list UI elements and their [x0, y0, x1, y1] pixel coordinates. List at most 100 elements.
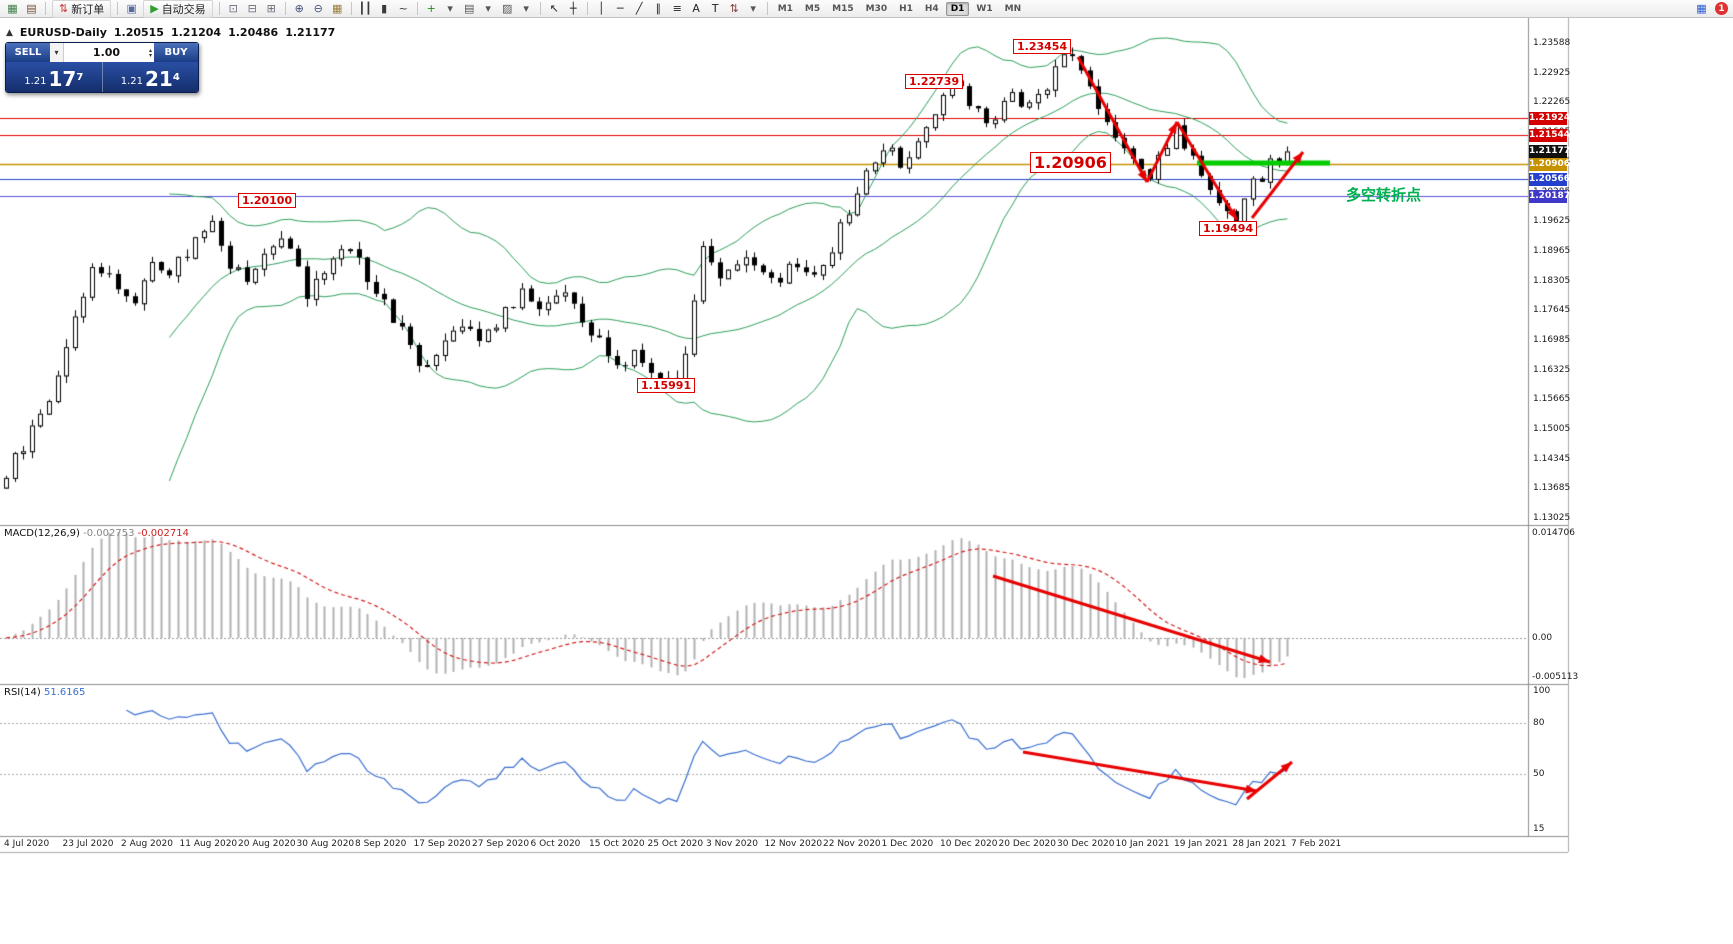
horizontal-line-icon[interactable]: ─	[616, 1, 624, 15]
price-axis-label: 1.17645	[1533, 305, 1571, 316]
new-order-button-label: 新订单	[71, 2, 105, 16]
toolbar-right-group: ▦ 1	[1692, 1, 1730, 17]
price-annotation[interactable]: 1.19494	[1199, 221, 1258, 236]
price-annotation[interactable]: 1.22739	[905, 74, 964, 89]
tile-vertical-icon[interactable]: ⊞	[266, 1, 276, 15]
low-value: 1.20486	[228, 26, 279, 39]
price-axis-label: 1.18965	[1533, 245, 1571, 256]
buy-price-prefix: 1.21	[120, 76, 143, 87]
chart-title: ▲ EURUSD-Daily 1.20515 1.21204 1.20486 1…	[6, 26, 335, 39]
text-label-icon[interactable]: T	[711, 1, 719, 15]
price-axis-label: 1.16325	[1533, 364, 1571, 375]
macd-indicator-label: MACD(12,26,9) -0.002753 -0.002714	[4, 528, 189, 539]
vertical-line-icon[interactable]: │	[597, 1, 605, 15]
timeframe-h4-button[interactable]: H4	[924, 3, 939, 14]
toolbar-separator	[284, 2, 286, 15]
date-axis-label: 8 Sep 2020	[355, 839, 407, 849]
market-watch-icon[interactable]: ▦	[1696, 1, 1707, 15]
indicators-icon[interactable]: +	[426, 1, 436, 15]
one-click-panel-toggle-icon[interactable]: ▲	[6, 27, 13, 38]
new-order-button[interactable]: ⇅ 新订单	[52, 0, 112, 18]
arrows-caret-icon[interactable]: ▾	[750, 1, 756, 15]
arrows-icon[interactable]: ⇅	[729, 1, 739, 15]
sell-price-sup: 7	[76, 72, 84, 83]
rsi-axis-label: 50	[1533, 768, 1545, 779]
price-marker-1.20906: 1.20906	[1529, 157, 1570, 171]
auto-trading-button[interactable]: ▶ 自动交易	[143, 0, 213, 18]
price-annotation[interactable]: 1.20906	[1030, 152, 1111, 173]
macd-signal-value: -0.002714	[137, 528, 189, 539]
date-axis-label: 12 Nov 2020	[764, 839, 823, 849]
price-annotation[interactable]: 1.23454	[1013, 39, 1072, 54]
timeframe-mn-button[interactable]: MN	[1004, 3, 1022, 14]
price-axis-label: 1.22265	[1533, 97, 1571, 108]
expert-advisors-icon[interactable]: ▣	[126, 1, 137, 15]
turning-point-note[interactable]: 多空转折点	[1346, 186, 1422, 204]
equidistant-channel-icon[interactable]: ∥	[655, 1, 661, 15]
price-axis-label: 1.13025	[1533, 513, 1571, 523]
high-value: 1.21204	[170, 26, 222, 39]
volume-spinner[interactable]: ▴ ▾	[148, 46, 154, 59]
price-axis-label: 1.16985	[1533, 334, 1571, 345]
price-chart-canvas[interactable]	[0, 18, 1733, 944]
buy-price-display[interactable]: 1.21 21 4	[103, 62, 199, 92]
new-chart-icon[interactable]: ▦	[7, 1, 18, 15]
templates-caret-icon[interactable]: ▾	[523, 1, 529, 15]
timeframe-w1-button[interactable]: W1	[976, 3, 993, 14]
crosshair-icon[interactable]: ┼	[569, 1, 577, 15]
timeframe-m15-button[interactable]: M15	[832, 3, 854, 14]
buy-button[interactable]: BUY	[154, 43, 198, 62]
cursor-icon[interactable]: ↖	[549, 1, 559, 15]
periods-caret-icon[interactable]: ▾	[485, 1, 491, 15]
date-axis-label: 7 Feb 2021	[1291, 839, 1342, 849]
chart-profiles-icon[interactable]: ▤	[26, 1, 37, 15]
volume-input[interactable]	[64, 45, 149, 60]
price-axis-label: 1.19625	[1533, 216, 1571, 227]
date-axis-label: 27 Sep 2020	[472, 839, 530, 849]
tile-horizontal-icon[interactable]: ⊟	[247, 1, 257, 15]
toolbar-separator	[218, 2, 220, 15]
line-chart-icon[interactable]: ~	[398, 1, 408, 15]
timeframe-d1-button[interactable]: D1	[945, 1, 970, 16]
trade-panel-controls: SELL ▾ ▴ ▾ BUY	[6, 43, 198, 62]
date-axis-label: 28 Jan 2021	[1232, 839, 1287, 849]
date-axis-label: 1 Dec 2020	[881, 839, 934, 849]
price-annotation[interactable]: 1.20100	[238, 193, 297, 208]
cascade-windows-icon[interactable]: ⊡	[228, 1, 238, 15]
toolbar-separator	[45, 2, 46, 15]
candlestick-chart-icon[interactable]: ▮	[381, 1, 388, 15]
price-marker-1.21924: 1.21924	[1529, 111, 1570, 125]
price-axis-label: 1.23588	[1533, 38, 1571, 48]
timeframe-m30-button[interactable]: M30	[865, 3, 888, 14]
date-axis-label: 20 Dec 2020	[998, 839, 1057, 849]
auto-trading-play-icon: ▶	[150, 2, 159, 15]
price-axis-label: 1.14345	[1533, 453, 1571, 464]
auto-arrange-icon[interactable]: ▦	[331, 1, 343, 15]
zoom-out-icon[interactable]: ⊖	[313, 1, 323, 15]
fibonacci-icon[interactable]: ≡	[672, 1, 682, 15]
sell-button[interactable]: SELL	[6, 43, 50, 62]
date-axis-label: 10 Dec 2020	[940, 839, 998, 849]
periods-icon[interactable]: ▤	[463, 1, 475, 15]
price-axis-label: 1.18305	[1533, 275, 1571, 286]
zoom-in-icon[interactable]: ⊕	[294, 1, 304, 15]
timeframe-m1-button[interactable]: M1	[777, 3, 793, 14]
volume-dropdown-icon[interactable]: ▾	[50, 43, 64, 62]
toolbar-left-group: ▦ ▤ ⇅ 新订单 ▣ ▶ 自动交易 ⊡ ⊟ ⊞ ⊕ ⊖ ▦ ┃┃ ▮ ~ + ▾ ▤ ▾ ▨ ▾ ↖ ┼ │ ─ ╱ ∥ ≡ A T ⇅ ▾ M…	[3, 0, 1027, 18]
spin-up-icon[interactable]: ▴	[148, 46, 152, 54]
price-marker-1.20187: 1.20187	[1529, 189, 1570, 203]
trendline-icon[interactable]: ╱	[635, 1, 643, 15]
bar-chart-icon[interactable]: ┃┃	[358, 1, 372, 15]
toolbar-separator	[766, 2, 768, 15]
templates-icon[interactable]: ▨	[501, 1, 513, 15]
price-annotation[interactable]: 1.15991	[637, 378, 696, 393]
rsi-indicator-label: RSI(14) 51.6165	[4, 687, 85, 698]
spin-down-icon[interactable]: ▾	[148, 51, 152, 59]
timeframe-h1-button[interactable]: H1	[899, 3, 913, 14]
notification-count-badge[interactable]: 1	[1715, 2, 1728, 15]
timeframe-m5-button[interactable]: M5	[804, 3, 821, 14]
sell-price-display[interactable]: 1.21 17 7	[6, 62, 103, 92]
indicators-caret-icon[interactable]: ▾	[447, 1, 453, 15]
text-icon[interactable]: A	[692, 1, 700, 15]
date-axis-label: 23 Jul 2020	[62, 839, 114, 849]
